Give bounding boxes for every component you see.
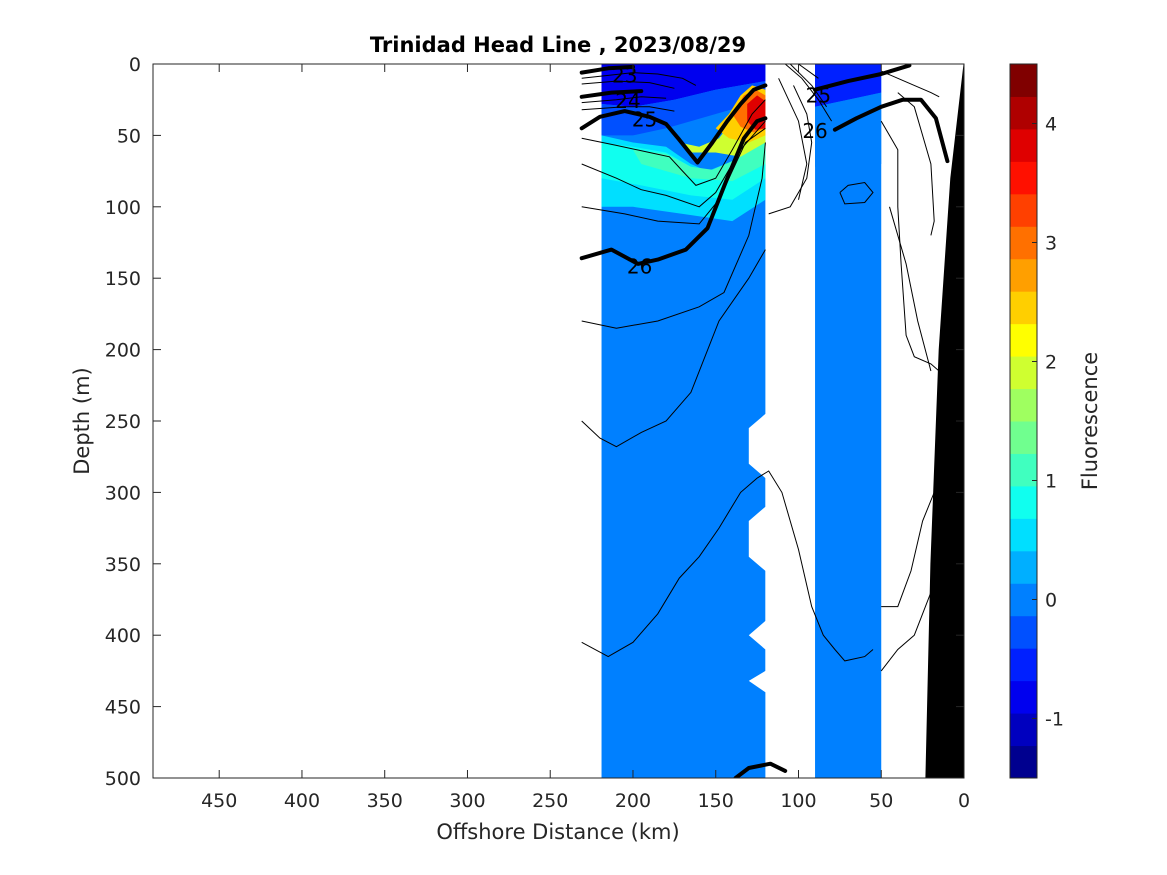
x-tick-label: 100 <box>780 790 816 812</box>
contour-label: 25 <box>806 83 831 107</box>
colorbar-label: Fluorescence <box>1078 352 1102 490</box>
contour-line-thin <box>581 72 697 86</box>
contour-label: 23 <box>612 63 637 87</box>
y-tick-label: 0 <box>129 54 141 76</box>
colorbar-tick-label: 1 <box>1045 471 1057 493</box>
y-tick-label: 250 <box>105 411 141 433</box>
colorbar-swatch <box>1010 323 1037 357</box>
y-tick-label: 400 <box>105 625 141 647</box>
contour-label: 25 <box>632 108 657 132</box>
colorbar-swatch <box>1010 615 1037 649</box>
y-tick-label: 350 <box>105 554 141 576</box>
contour-line-thin <box>880 120 948 379</box>
contour-line-thin <box>581 142 766 329</box>
colorbar-swatch <box>1010 745 1037 779</box>
x-tick-label: 300 <box>449 790 485 812</box>
y-tick-label: 150 <box>105 268 141 290</box>
y-tick-label: 200 <box>105 340 141 362</box>
colorbar: -1 0 1 2 3 4 <box>1009 63 1064 779</box>
chart-title: Trinidad Head Line , 2023/08/29 <box>370 33 746 57</box>
colorbar-tick-label: 2 <box>1045 352 1057 374</box>
contour-label: 26 <box>802 119 827 143</box>
bathymetry-seafloor <box>925 64 964 778</box>
x-tick-label: 450 <box>201 790 237 812</box>
x-tick-label: 250 <box>532 790 568 812</box>
colorbar-swatch <box>1010 550 1037 584</box>
contour-line-thin <box>581 127 766 225</box>
contour-line-thin <box>581 249 766 448</box>
contour-line-thin <box>881 70 940 98</box>
colorbar-swatch <box>1010 193 1037 227</box>
surface-band-east-2 <box>815 92 882 172</box>
contour-line-25 <box>813 64 912 92</box>
bathymetry-layer <box>925 64 964 778</box>
data-column-1 <box>815 64 882 778</box>
x-tick-label: 350 <box>367 790 403 812</box>
colorbar-frame <box>1009 63 1038 779</box>
colorbar-tick-label: -1 <box>1045 709 1064 731</box>
contour-line-thin <box>581 99 766 186</box>
contour-line-27 <box>733 761 788 778</box>
colorbar-swatch <box>1010 291 1037 325</box>
contour-line-26 <box>832 97 950 164</box>
surface-band-east <box>815 64 882 107</box>
colorbar-swatch <box>1010 680 1037 714</box>
y-tick-label: 50 <box>117 125 141 147</box>
x-tick-label: 150 <box>698 790 734 812</box>
contour-line-thin <box>897 92 935 236</box>
contour-line-24 <box>579 89 644 99</box>
colorbar-swatch <box>1010 485 1037 519</box>
y-axis: 0 50 100 150 200 250 300 350 400 450 500 <box>105 54 964 790</box>
colorbar-tick-label: 3 <box>1045 233 1057 255</box>
y-axis-label: Depth (m) <box>70 367 94 474</box>
y-tick-label: 100 <box>105 197 141 219</box>
colorbar-swatch <box>1010 258 1037 292</box>
column-gap-notch <box>748 413 782 693</box>
colorbar-swatch <box>1010 388 1037 422</box>
contour-line-25 <box>579 83 768 165</box>
colorbar-swatch <box>1010 96 1037 130</box>
colorbar-swatch <box>1010 128 1037 162</box>
contour-line-26 <box>579 116 768 266</box>
contour-line-thin <box>581 470 874 662</box>
colorbar-swatch <box>1010 421 1037 454</box>
heatmap-layer <box>601 64 882 778</box>
y-tick-label: 500 <box>105 768 141 790</box>
surface-band-west-2 <box>601 81 766 136</box>
x-tick-label: 200 <box>615 790 651 812</box>
colorbar-swatch <box>1010 453 1037 487</box>
contour-label: 26 <box>627 255 652 279</box>
x-axis-label: Offshore Distance (km) <box>436 820 679 844</box>
colorbar-swatch <box>1010 648 1037 682</box>
colorbar-tick-label: 4 <box>1045 114 1057 136</box>
x-axis: 450 400 350 300 250 200 150 100 50 0 <box>201 64 970 812</box>
contour-line-thin <box>768 85 813 215</box>
contour-line-thin <box>581 96 667 104</box>
contour-line-thin <box>798 64 819 79</box>
x-tick-label: 50 <box>869 790 893 812</box>
contour-line-thin <box>839 181 874 205</box>
surface-band-west <box>601 64 766 107</box>
contour-line-thin <box>581 106 675 112</box>
x-tick-label: 0 <box>958 790 970 812</box>
contour-line-thin <box>889 206 932 372</box>
contour-line-thin <box>778 78 808 200</box>
contour-line-23 <box>579 64 635 75</box>
contour-line-thin <box>784 64 833 122</box>
x-tick-label: 400 <box>284 790 320 812</box>
colorbar-swatch <box>1010 64 1037 97</box>
contour-line-thin <box>581 80 675 89</box>
colorbar-tick-label: 0 <box>1045 590 1057 612</box>
colorbar-swatch <box>1010 518 1037 552</box>
contour-line-thin <box>789 64 828 108</box>
y-tick-label: 450 <box>105 697 141 719</box>
colorbar-swatch <box>1010 161 1037 195</box>
y-tick-label: 300 <box>105 482 141 504</box>
contour-label: 24 <box>615 89 640 113</box>
